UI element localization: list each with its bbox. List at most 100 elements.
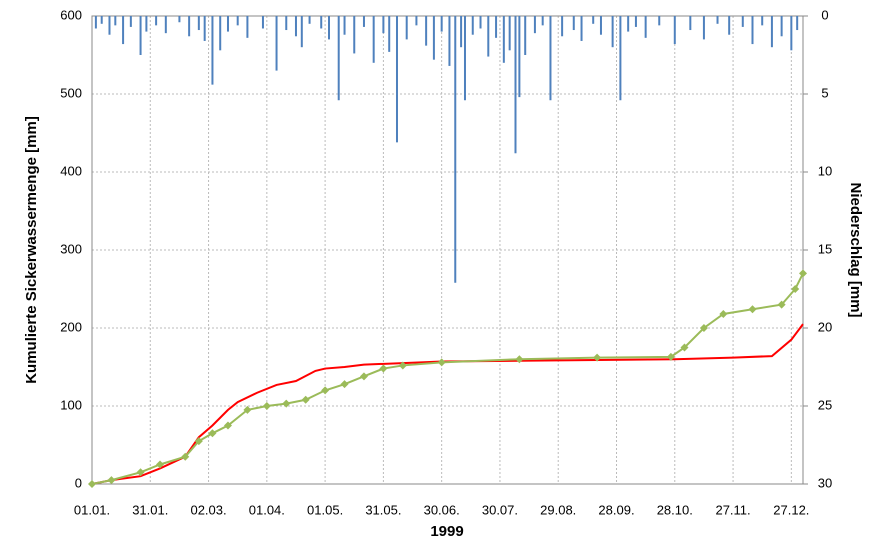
precipitation-bar (440, 16, 443, 32)
line-marker (799, 269, 807, 278)
precipitation-bar (619, 16, 622, 101)
x-tick-label: 30.07. (482, 502, 518, 517)
precipitation-bar (300, 16, 303, 48)
precipitation-bar (627, 16, 630, 32)
precipitation-bar (343, 16, 346, 35)
precipitation-bar (689, 16, 692, 31)
precipitation-bar (405, 16, 408, 40)
x-tick-label: 27.11. (715, 502, 750, 517)
line-marker (719, 309, 728, 318)
y-tick-label: 200 (60, 319, 82, 334)
x-axis-title: 1999 (430, 523, 463, 540)
y-tick-label: 600 (60, 7, 82, 22)
precipitation-bar (524, 16, 527, 55)
line-marker (208, 429, 217, 438)
precipitation-bar (388, 16, 391, 52)
precipitation-bar (644, 16, 647, 38)
precipitation-bar (114, 16, 117, 26)
precipitation-bar (479, 16, 482, 29)
line-marker (107, 476, 116, 485)
precipitation-bar (395, 16, 398, 143)
y2-tick-label: 25 (818, 397, 832, 412)
precipitation-bar (561, 16, 564, 37)
y-tick-label: 0 (75, 475, 82, 490)
line-marker (437, 358, 446, 367)
line-marker (680, 343, 689, 352)
precipitation-bar (236, 16, 239, 26)
precipitation-bar (508, 16, 511, 51)
precipitation-bar (460, 16, 463, 48)
precipitation-bar (129, 16, 132, 27)
precipitation-bar (294, 16, 297, 37)
x-tick-label: 28.10. (657, 502, 693, 517)
y2-tick-label: 0 (821, 7, 828, 22)
line-marker (282, 399, 291, 408)
precipitation-bar (533, 16, 536, 34)
precipitation-bar (261, 16, 264, 29)
precipitation-bar (328, 16, 330, 40)
precipitation-bar (122, 16, 125, 45)
precipitation-bar (634, 16, 637, 27)
x-tick-label: 29.08. (540, 502, 576, 517)
precipitation-bar (658, 16, 661, 26)
precipitation-bar (790, 16, 793, 51)
y-axis-title: Kumulierte Sickerwassermenge [mm] (23, 116, 40, 384)
precipitation-bar (716, 16, 719, 24)
x-tick-label: 01.04. (249, 502, 285, 517)
precipitation-bar (211, 16, 214, 85)
line-marker (398, 361, 407, 370)
line-marker (593, 353, 602, 362)
line-marker (699, 324, 708, 332)
y2-tick-label: 15 (818, 241, 832, 256)
precipitation-bar (463, 16, 466, 101)
plot-frame (91, 15, 804, 485)
precipitation-bar (549, 16, 552, 101)
precipitation-bar (761, 16, 764, 26)
precipitation-bar (100, 16, 103, 24)
line-marker (136, 468, 145, 477)
precipitation-bar (471, 16, 474, 35)
precipitation-bar (226, 16, 229, 32)
precipitation-bar (94, 16, 97, 29)
precipitation-bar (308, 16, 311, 24)
precipitation-bar (178, 16, 181, 23)
precipitation-bar (188, 16, 191, 37)
precipitation-bar (219, 16, 222, 51)
x-tick-label: 01.05. (307, 502, 343, 517)
x-tick-label: 27.12. (773, 502, 809, 517)
line-marker (223, 421, 232, 430)
precipitation-bar (611, 16, 614, 48)
precipitation-bar (246, 16, 249, 38)
line-marker (262, 402, 271, 410)
x-tick-label: 30.06. (424, 502, 460, 517)
precipitation-bar (448, 16, 451, 66)
precipitation-bar (502, 16, 505, 63)
precipitation-bar (487, 16, 490, 57)
y-tick-label: 500 (60, 85, 82, 100)
cumulative-line (91, 272, 804, 485)
precipitation-bar (425, 16, 428, 46)
precipitation-bar (599, 16, 602, 35)
line-marker (791, 285, 800, 293)
precipitation-bar (320, 16, 323, 29)
precipitation-bar (108, 16, 111, 35)
y2-tick-label: 10 (818, 163, 832, 178)
precipitation-bar (751, 16, 754, 45)
line-marker (359, 372, 368, 381)
precipitation-bar (362, 16, 365, 27)
line-marker (379, 364, 388, 373)
precipitation-bar (432, 16, 435, 60)
line-marker (340, 380, 349, 389)
line-marker (194, 437, 203, 446)
precipitation-bar (197, 16, 200, 31)
precipitation-bar (741, 16, 744, 27)
line-marker (515, 355, 524, 364)
y-tick-label: 100 (60, 397, 82, 412)
precipitation-bar (275, 16, 278, 71)
precipitation-bar (372, 16, 375, 63)
precipitation-bar (337, 16, 340, 101)
x-tick-label: 01.01. (74, 502, 110, 517)
y-tick-label: 400 (60, 163, 82, 178)
